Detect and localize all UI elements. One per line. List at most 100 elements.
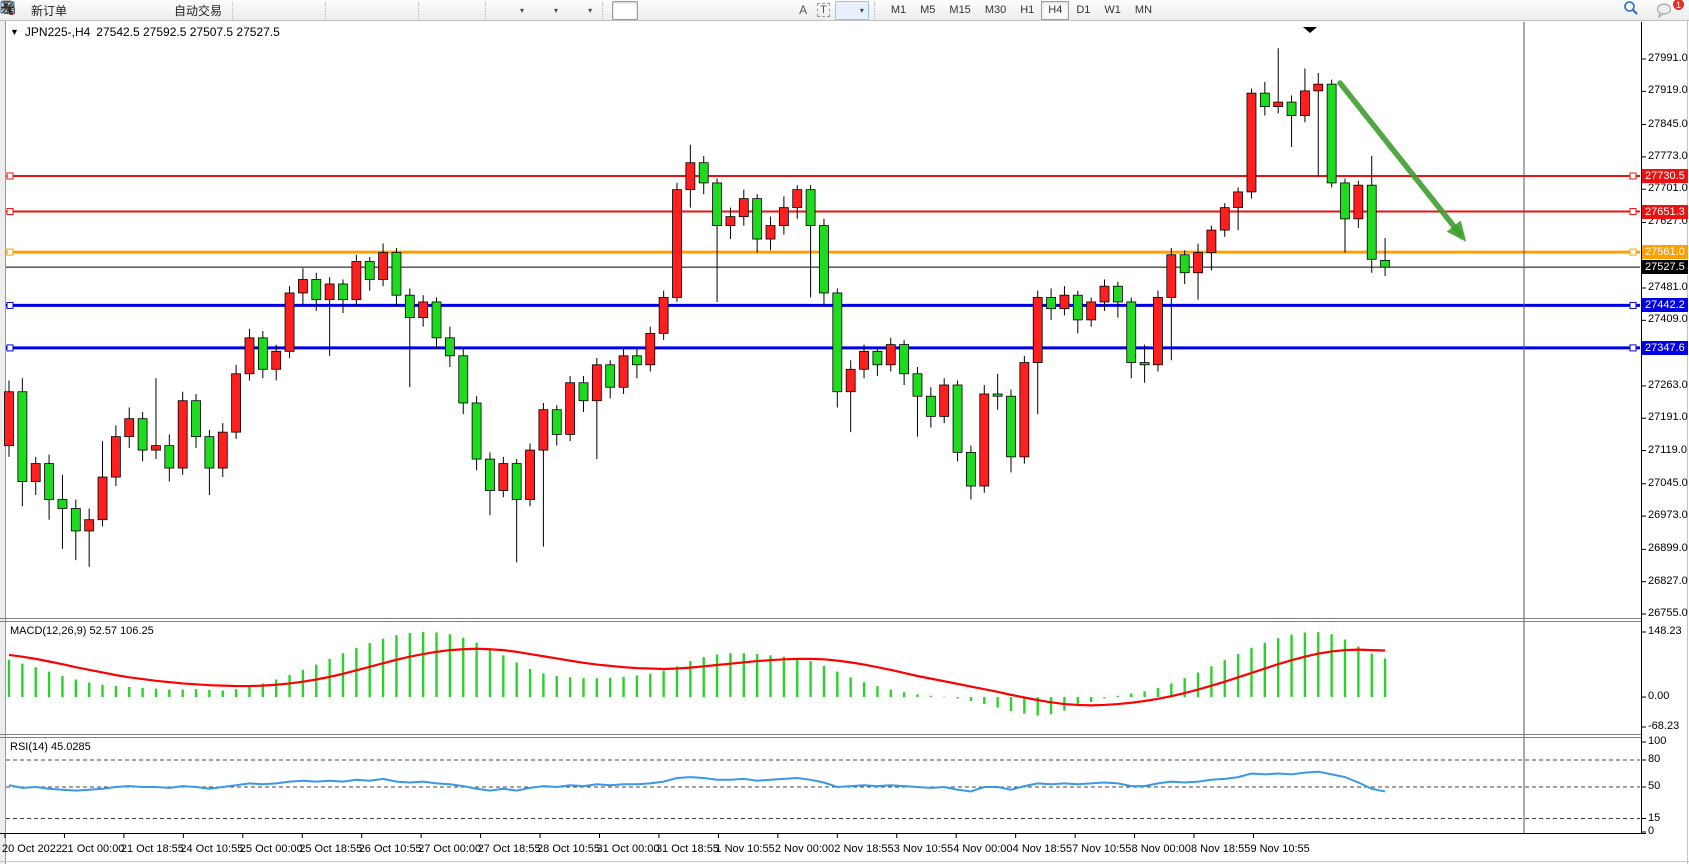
crosshair-icon bbox=[1, 1, 659, 18]
candle-body bbox=[1032, 297, 1043, 363]
price-line-badge[interactable]: 27651.3 bbox=[1642, 204, 1688, 219]
candle-body bbox=[672, 189, 682, 298]
candle-body bbox=[351, 261, 362, 301]
new-order-button[interactable]: 新订单 bbox=[1, 0, 72, 20]
chevron-down-icon: ▾ bbox=[554, 5, 559, 15]
channel-button[interactable]: E bbox=[0, 0, 768, 20]
candle-body bbox=[1353, 184, 1364, 220]
chart-shift-button[interactable] bbox=[1, 1, 480, 20]
timeframe-m1[interactable]: M1 bbox=[890, 4, 907, 16]
new-chart-icon bbox=[0, 1, 516, 18]
candle-body bbox=[164, 445, 175, 469]
price-label: 27919.0 bbox=[1648, 84, 1688, 97]
candle-body bbox=[925, 395, 936, 417]
line-handle[interactable] bbox=[1629, 248, 1637, 256]
time-label: 27 Oct 00:00 bbox=[418, 843, 482, 855]
chart-window-button[interactable] bbox=[0, 1, 124, 20]
tile-windows-icon bbox=[1, 2, 408, 18]
candle-body bbox=[137, 418, 148, 451]
timeframe-group: M1 M5 M15 M30 H1 H4 D1 W1 MN bbox=[881, 0, 1162, 21]
text-button[interactable]: A bbox=[794, 1, 812, 20]
horizontal-line-button[interactable] bbox=[1, 1, 716, 20]
price-line-badge[interactable]: 27442.2 bbox=[1642, 298, 1688, 313]
tile-windows-button[interactable] bbox=[1, 1, 413, 20]
candle-body bbox=[1246, 92, 1257, 193]
line-handle[interactable] bbox=[6, 301, 14, 309]
candle-body bbox=[124, 418, 135, 438]
periods-button[interactable]: ▾ bbox=[1, 1, 563, 20]
line-handle[interactable] bbox=[6, 248, 14, 256]
timeframe-m15[interactable]: M15 bbox=[949, 4, 971, 16]
crosshair-button[interactable] bbox=[1, 1, 664, 20]
price-line-badge[interactable]: 27561.0 bbox=[1642, 245, 1688, 260]
vertical-line-button[interactable] bbox=[6, 1, 690, 20]
candle-body bbox=[805, 189, 816, 226]
timeframe-d1[interactable]: D1 bbox=[1076, 4, 1091, 16]
auto-scroll-button[interactable] bbox=[1, 1, 454, 20]
line-handle[interactable] bbox=[6, 172, 14, 180]
candle-body bbox=[859, 350, 869, 370]
candle-body bbox=[391, 252, 402, 296]
timeframe-w1[interactable]: W1 bbox=[1104, 4, 1121, 16]
price-label: 27045.0 bbox=[1648, 476, 1688, 489]
indicators-icon bbox=[0, 1, 584, 18]
zoom-out-button[interactable] bbox=[1, 1, 387, 20]
candle-body bbox=[738, 198, 749, 218]
zoom-in-button[interactable] bbox=[1, 1, 361, 20]
line-handle[interactable] bbox=[1629, 301, 1637, 309]
macd-signal-line bbox=[8, 647, 1386, 707]
timeframe-h1[interactable]: H1 bbox=[1020, 4, 1035, 16]
line-handle[interactable] bbox=[6, 208, 14, 216]
autotrade-button[interactable]: 自动交易 bbox=[0, 1, 227, 20]
broadcast-button[interactable] bbox=[1, 1, 150, 20]
line-handle[interactable] bbox=[1629, 172, 1637, 180]
candlestick-button[interactable] bbox=[2, 1, 294, 20]
chevron-down-icon: ▾ bbox=[588, 5, 593, 15]
search-button[interactable] bbox=[1623, 1, 1649, 20]
price-line-badge[interactable]: 27347.6 bbox=[1642, 340, 1688, 355]
candle-body bbox=[1259, 92, 1270, 107]
market-button[interactable] bbox=[0, 1, 98, 20]
trendline-button[interactable] bbox=[1, 1, 742, 20]
candle-body bbox=[338, 283, 348, 301]
trend-arrow-head[interactable] bbox=[1446, 220, 1467, 242]
price-line-badge[interactable]: 27730.5 bbox=[1642, 168, 1688, 183]
fibonacci-button[interactable]: F bbox=[1, 1, 794, 20]
rsi-axis-label: 15 bbox=[1648, 811, 1661, 824]
candle-body bbox=[832, 292, 843, 393]
candle-body bbox=[284, 292, 295, 352]
cursor-button[interactable] bbox=[4, 0, 639, 20]
macd-axis-label: 0.00 bbox=[1648, 690, 1670, 703]
line-chart-button[interactable] bbox=[0, 1, 320, 20]
candle-body bbox=[885, 344, 896, 366]
new-order-label: 新订单 bbox=[31, 3, 68, 18]
timeframe-m5[interactable]: M5 bbox=[920, 4, 936, 16]
line-handle[interactable] bbox=[6, 344, 14, 352]
toolbar-separator bbox=[873, 1, 879, 19]
candle-body bbox=[939, 384, 950, 417]
timeframe-mn[interactable]: MN bbox=[1134, 4, 1153, 16]
candle-body bbox=[404, 294, 415, 319]
candle-body bbox=[298, 279, 308, 294]
indicators-button[interactable]: ▾ bbox=[0, 1, 597, 20]
price-line-badge[interactable]: 27527.5 bbox=[1642, 260, 1688, 275]
bar-chart-button[interactable] bbox=[2, 1, 268, 20]
timeframe-m30[interactable]: M30 bbox=[984, 4, 1007, 16]
candle-body bbox=[204, 436, 215, 469]
line-handle[interactable] bbox=[1629, 344, 1637, 352]
time-label: 7 Nov 10:55 bbox=[1072, 843, 1132, 855]
candle-body bbox=[1099, 285, 1110, 303]
price-label: 27119.0 bbox=[1648, 443, 1687, 456]
shapes-button[interactable]: ▾ bbox=[2, 0, 869, 20]
timeframe-h4[interactable]: H4 bbox=[1041, 0, 1070, 20]
fibonacci-icon: F bbox=[1, 2, 789, 18]
trend-arrow[interactable] bbox=[1337, 80, 1463, 237]
rsi-current-value: 45.0285 bbox=[50, 741, 91, 753]
notifications-button[interactable]: 1 bbox=[1655, 0, 1685, 20]
candle-body bbox=[872, 350, 883, 366]
line-handle[interactable] bbox=[1629, 208, 1637, 216]
text-label-button[interactable]: T bbox=[812, 1, 835, 20]
new-chart-button[interactable]: ▾ bbox=[0, 1, 529, 20]
price-label: 26827.0 bbox=[1648, 574, 1688, 587]
